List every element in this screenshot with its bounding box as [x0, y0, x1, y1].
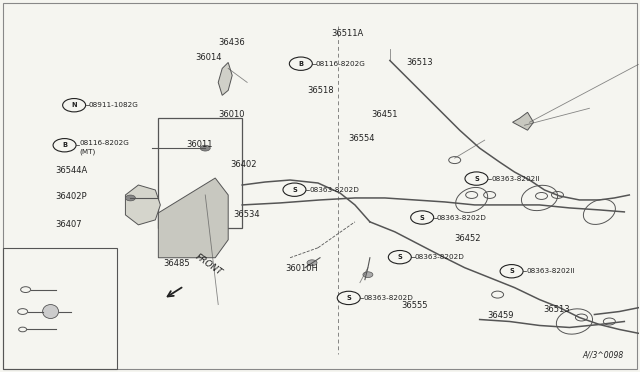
Text: 08363-8202II: 08363-8202II: [526, 268, 575, 274]
Text: 08363-8202D: 08363-8202D: [437, 215, 487, 221]
Text: 36511A: 36511A: [332, 29, 364, 38]
Text: 36010: 36010: [218, 110, 244, 119]
Text: 08116-8202G: 08116-8202G: [79, 140, 129, 146]
Polygon shape: [218, 62, 232, 95]
Text: S: S: [509, 268, 514, 274]
Polygon shape: [158, 178, 228, 258]
Circle shape: [63, 99, 86, 112]
Bar: [3, 248, 118, 369]
Text: 36485: 36485: [164, 259, 190, 267]
Text: 08363-8202D: 08363-8202D: [415, 254, 465, 260]
Text: 36402: 36402: [230, 160, 257, 169]
Circle shape: [307, 260, 317, 266]
Text: 36544A: 36544A: [55, 166, 87, 175]
Circle shape: [388, 250, 412, 264]
Text: 36451: 36451: [371, 110, 397, 119]
Text: 36407: 36407: [55, 219, 82, 229]
Text: 36554: 36554: [349, 134, 375, 143]
Text: S: S: [420, 215, 424, 221]
Text: S: S: [346, 295, 351, 301]
Text: FRONT: FRONT: [193, 252, 224, 277]
Text: 36011: 36011: [186, 140, 212, 149]
Text: 36459: 36459: [487, 311, 514, 320]
Text: 36534: 36534: [234, 210, 260, 219]
Circle shape: [200, 145, 210, 151]
Text: B: B: [62, 142, 67, 148]
Circle shape: [289, 57, 312, 70]
Text: S: S: [474, 176, 479, 182]
Circle shape: [337, 291, 360, 305]
Text: 36436: 36436: [218, 38, 244, 47]
Text: A//3^0098: A//3^0098: [582, 350, 623, 359]
Text: 08911-1082G: 08911-1082G: [89, 102, 139, 108]
Ellipse shape: [43, 305, 59, 318]
Text: 36513: 36513: [543, 305, 570, 314]
Text: 36518: 36518: [307, 86, 334, 95]
Text: 36010H: 36010H: [285, 264, 317, 273]
Circle shape: [411, 211, 434, 224]
Circle shape: [363, 272, 373, 278]
Circle shape: [500, 264, 523, 278]
Text: 08116-8202G: 08116-8202G: [316, 61, 365, 67]
Text: 36555: 36555: [402, 301, 428, 310]
Bar: [158, 118, 242, 228]
Circle shape: [53, 138, 76, 152]
Text: 36014: 36014: [195, 53, 222, 62]
Text: S: S: [397, 254, 402, 260]
Text: 36452: 36452: [454, 234, 481, 243]
Text: (MT): (MT): [79, 149, 95, 155]
Text: B: B: [298, 61, 303, 67]
Polygon shape: [513, 112, 534, 130]
Text: 36513: 36513: [406, 58, 433, 67]
Text: 08363-8202II: 08363-8202II: [491, 176, 540, 182]
Text: 08363-8202D: 08363-8202D: [309, 187, 359, 193]
Circle shape: [465, 172, 488, 185]
Text: S: S: [292, 187, 297, 193]
Text: 36402P: 36402P: [55, 192, 86, 201]
Text: 08363-8202D: 08363-8202D: [364, 295, 413, 301]
Circle shape: [283, 183, 306, 196]
Polygon shape: [125, 185, 161, 225]
Text: N: N: [71, 102, 77, 108]
Circle shape: [125, 195, 136, 201]
